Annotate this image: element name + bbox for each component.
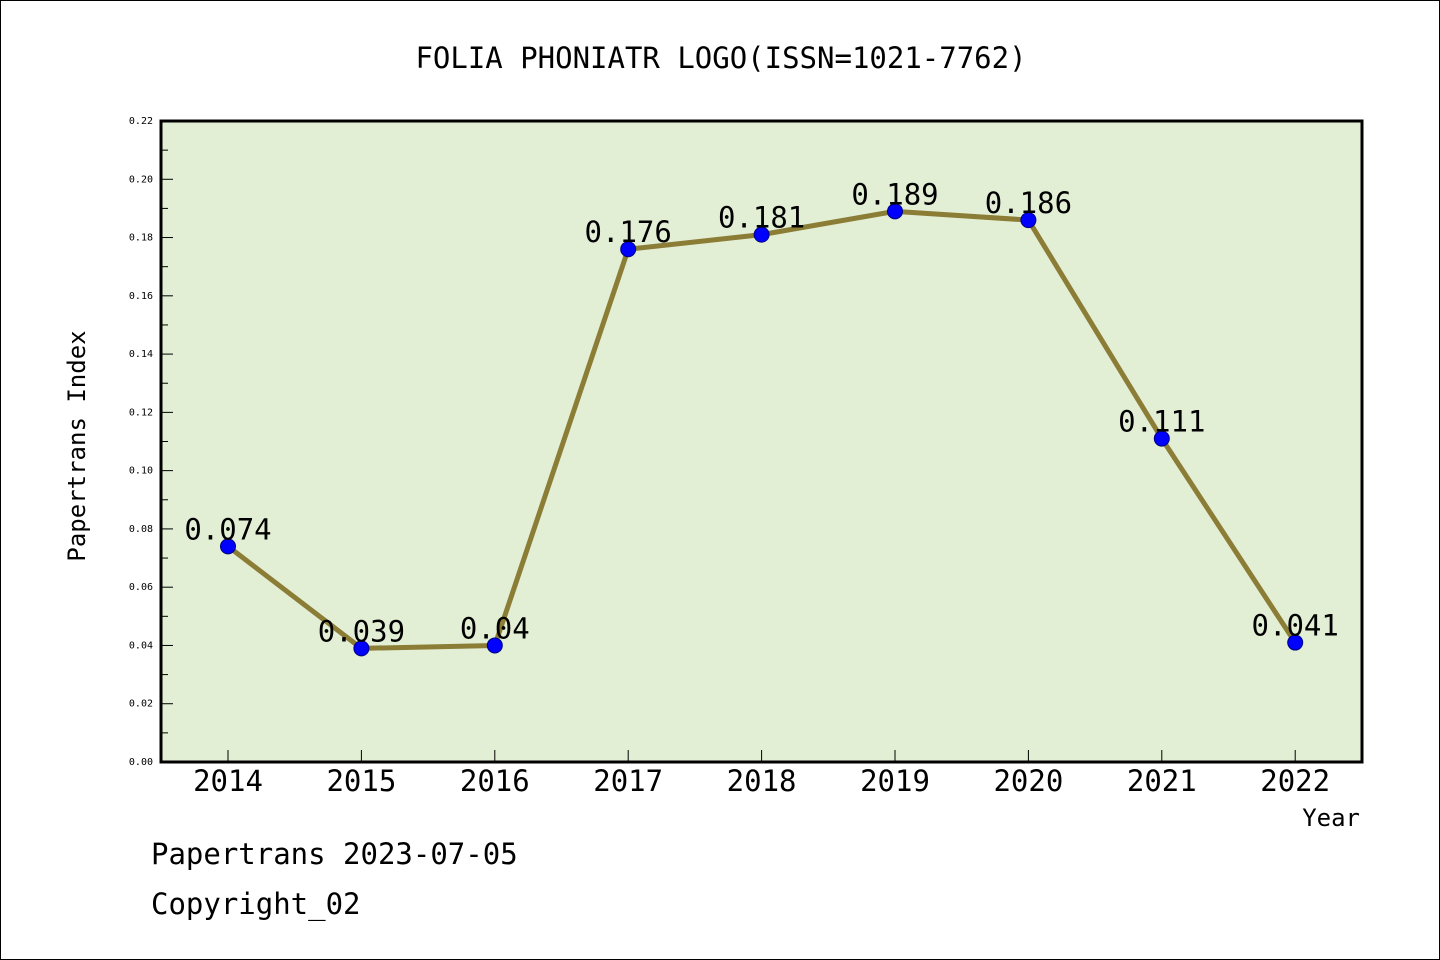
- x-tick-label: 2014: [193, 764, 263, 798]
- data-point: [220, 538, 236, 555]
- y-axis-label: Papertrans Index: [63, 330, 91, 561]
- footer-copyright: Copyright_02: [151, 887, 361, 921]
- data-point: [486, 637, 503, 654]
- footer-date-line: Papertrans 2023-07-05: [151, 837, 518, 871]
- y-tick-label: 0.14: [129, 349, 153, 360]
- x-tick-label: 2018: [727, 764, 797, 798]
- x-tick-label: 2015: [326, 764, 396, 798]
- data-markers: [220, 203, 1304, 657]
- data-label: 0.111: [1118, 405, 1205, 439]
- x-tick-label: 2022: [1260, 764, 1330, 798]
- x-tick-label: 2017: [593, 764, 663, 798]
- x-tick-label: 2019: [860, 764, 930, 798]
- y-tick-label: 0.12: [129, 407, 153, 418]
- data-point: [620, 241, 637, 258]
- y-tick-label: 0.10: [129, 466, 153, 477]
- y-tick-label: 0.04: [129, 640, 153, 651]
- data-label: 0.04: [460, 611, 530, 645]
- x-axis: 2014 2015 2016 2017 2018 2019 2020 2021 2022: [193, 750, 1330, 798]
- data-point: [1020, 212, 1037, 229]
- y-tick-label: 0.06: [129, 582, 153, 593]
- data-label: 0.039: [318, 614, 405, 648]
- data-label: 0.074: [184, 512, 271, 546]
- x-axis-label: Year: [1302, 804, 1360, 832]
- y-axis: 0.00 0.02 0.04 0.06 0.08 0.10 0.12 0.14 0.16 0.18…: [129, 116, 173, 768]
- x-tick-label: 2021: [1127, 764, 1197, 798]
- data-point: [753, 226, 770, 243]
- data-labels: 0.074 0.039 0.04 0.176 0.181 0.189 0.186 0.111 0…: [184, 177, 1339, 648]
- y-tick-label: 0.20: [129, 174, 153, 185]
- data-label: 0.041: [1252, 609, 1339, 643]
- y-tick-label: 0.18: [129, 233, 153, 244]
- data-point: [1153, 430, 1170, 447]
- chart-title: FOLIA PHONIATR LOGO(ISSN=1021-7762): [415, 41, 1026, 75]
- x-tick-label: 2016: [460, 764, 530, 798]
- data-label: 0.181: [718, 201, 805, 235]
- y-tick-label: 0.16: [129, 291, 153, 302]
- data-label: 0.186: [985, 186, 1072, 220]
- x-tick-label: 2020: [993, 764, 1063, 798]
- y-tick-label: 0.00: [129, 757, 153, 768]
- data-label: 0.176: [585, 215, 672, 249]
- plot-border: [159, 119, 1364, 764]
- y-tick-label: 0.02: [129, 699, 153, 710]
- data-label: 0.189: [851, 177, 938, 211]
- y-tick-label: 0.08: [129, 524, 153, 535]
- y-tick-label: 0.22: [129, 116, 153, 127]
- data-point: [353, 640, 370, 657]
- data-point: [887, 203, 903, 220]
- data-point: [1287, 634, 1304, 651]
